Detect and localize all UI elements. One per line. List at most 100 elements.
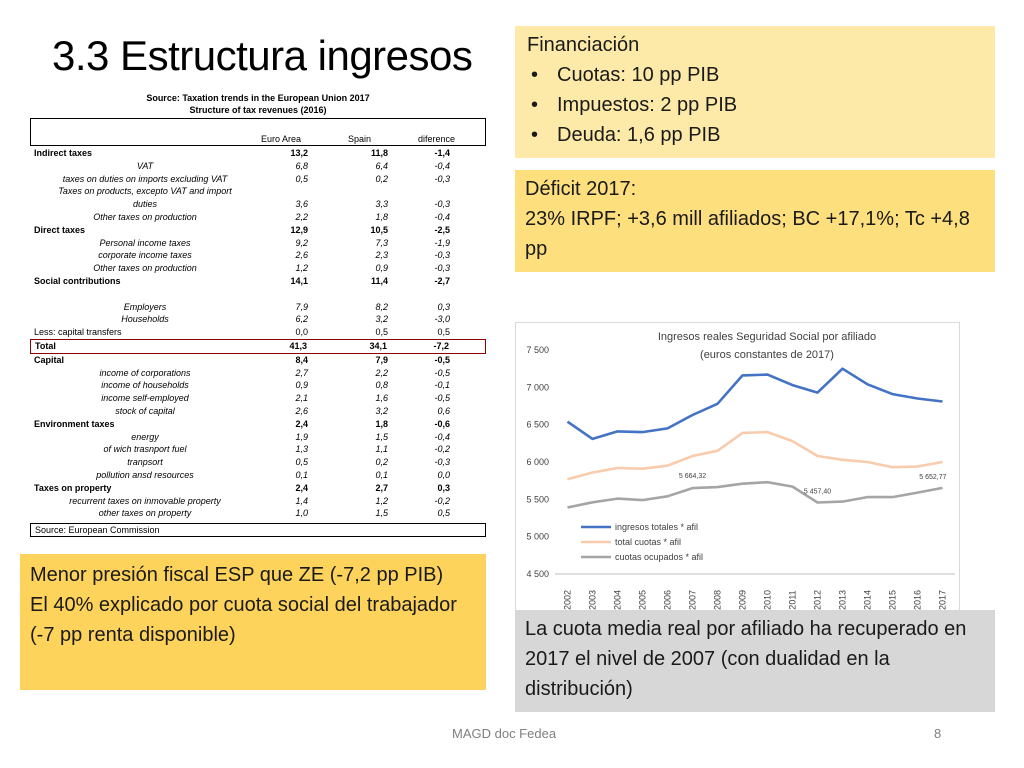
table-row: tranpsort 0,5 0,2 -0,3 [30,456,486,469]
financiacion-item: Impuestos: 2 pp PIB [531,90,983,120]
row-label: Taxes on property [34,482,112,493]
cell-difference: 0,3 [437,301,450,312]
row-label: Households [121,314,169,325]
cell-difference: 0,5 [437,508,450,519]
financiacion-box: Financiación Cuotas: 10 pp PIB Impuestos… [515,26,995,158]
series-line [566,367,943,441]
presion-line2: El 40% explicado por cuota social del tr… [30,594,457,646]
row-label: Total [35,340,56,351]
table-row: recurrent taxes on inmovable property 1,4… [30,495,486,508]
cell-difference: -7,2 [433,340,449,351]
x-tick-label: 2015 [888,590,898,610]
col-header-difference: diference [417,134,455,144]
chart-subtitle: (euros constantes de 2017) [700,349,834,361]
x-tick-label: 2012 [813,590,823,610]
y-tick-label: 5 000 [526,532,549,542]
cell-difference: 0,0 [437,469,450,480]
row-label: Taxes on products, excepto VAT and impor… [58,186,232,197]
cell-difference: -0,4 [434,160,450,171]
table-row: income of households 0,9 0,8 -0,1 [30,379,486,392]
cell-euro-area: 0,5 [295,173,308,184]
x-tick-label: 2016 [913,590,923,610]
row-label: Capital [34,354,65,365]
y-tick-label: 7 500 [526,345,549,355]
financiacion-item: Deuda: 1,6 pp PIB [531,120,983,150]
table-row: Taxes on products, excepto VAT and impor… [30,185,486,198]
cell-euro-area: 2,1 [295,393,308,404]
row-label: Less: capital transfers [34,327,122,338]
cell-difference: -0,2 [434,495,450,506]
table-row: duties 3,6 3,3 -0,3 [30,198,486,211]
cell-euro-area: 14,1 [290,275,308,286]
x-tick-label: 2011 [788,590,798,609]
y-tick-label: 4 500 [526,569,549,579]
financiacion-item: Cuotas: 10 pp PIB [531,60,983,90]
table-row: Environment taxes 2,4 1,8 -0,6 [30,418,486,431]
cell-spain: 1,1 [375,444,388,455]
table-header: Euro Area Spain diference [30,118,486,146]
table-body: Indirect taxes 13,2 11,8 -1,4 VAT 6,8 6,4 -0,4 t… [30,147,486,520]
cell-difference: -0,6 [434,418,450,429]
data-label: 5 652,77 [919,474,946,481]
cell-spain: 3,2 [375,314,388,325]
cell-spain: 6,4 [375,160,388,171]
legend-entry: cuotas ocupados * afil [615,552,703,562]
cell-spain: 7,9 [375,354,388,365]
row-label: of wich trasnport fuel [103,444,187,455]
cell-spain: 0,1 [375,469,388,480]
footer-source: MAGD doc Fedea [452,726,557,741]
cell-spain: 2,2 [375,367,388,378]
row-label: Environment taxes [34,418,115,429]
cell-euro-area: 0,9 [295,380,308,391]
row-label: Direct taxes [34,224,86,235]
y-tick-label: 6 000 [526,457,549,467]
cell-spain: 1,8 [375,211,388,222]
cell-euro-area: 6,2 [295,314,308,325]
presion-line1: Menor presión fiscal ESP que ZE (-7,2 pp… [30,564,444,586]
deficit-line1: Déficit 2017: [525,178,637,200]
row-label: Other taxes on production [93,211,197,222]
cell-euro-area: 1,9 [295,431,308,442]
table-row: energy 1,9 1,5 -0,4 [30,431,486,444]
cell-difference: -0,5 [434,354,450,365]
table-row: VAT 6,8 6,4 -0,4 [30,160,486,173]
table-row: other taxes on property 1,0 1,5 0,5 [30,507,486,520]
deficit-box: Déficit 2017: 23% IRPF; +3,6 mill afilia… [515,170,995,272]
cell-spain: 1,5 [375,431,388,442]
x-tick-label: 2007 [688,590,698,610]
cell-spain: 3,2 [375,405,388,416]
x-tick-label: 2004 [613,590,623,610]
cell-euro-area: 1,4 [295,495,308,506]
table-row: taxes on duties on imports excluding VAT… [30,173,486,186]
cell-euro-area: 6,8 [295,160,308,171]
table-footer: Source: European Commission [30,523,486,538]
cell-spain: 8,2 [375,301,388,312]
row-label: income self-employed [101,393,189,404]
cell-difference: -2,5 [434,224,450,235]
series-line [567,430,943,481]
cell-spain: 1,2 [375,495,388,506]
row-label: VAT [136,160,154,171]
cell-difference: 0,3 [437,482,450,493]
row-label: other taxes on property [98,508,192,519]
table-row: Capital 8,4 7,9 -0,5 [30,354,486,367]
cell-euro-area: 7,9 [295,301,308,312]
cell-euro-area: 0,0 [295,327,308,338]
x-tick-label: 2014 [863,590,873,610]
cell-spain: 11,4 [370,275,388,286]
cell-euro-area: 0,5 [295,457,308,468]
legend-entry: ingresos totales * afil [615,522,698,532]
cuota-media-box: La cuota media real por afiliado ha recu… [515,610,995,712]
cell-difference: -0,3 [434,457,450,468]
row-label: taxes on duties on imports excluding VAT [62,173,228,184]
page-number: 8 [934,726,942,741]
cell-difference: -2,7 [434,275,450,286]
cell-spain: 0,8 [375,380,388,391]
table-row: Direct taxes 12,9 10,5 -2,5 [30,224,486,237]
table-row: pollution ansd resources 0,1 0,1 0,0 [30,469,486,482]
row-label: duties [132,199,158,210]
cell-spain: 0,2 [375,173,388,184]
cell-difference: -0,3 [434,263,450,274]
cell-difference: -0,1 [434,380,450,391]
cell-euro-area: 1,0 [295,508,308,519]
